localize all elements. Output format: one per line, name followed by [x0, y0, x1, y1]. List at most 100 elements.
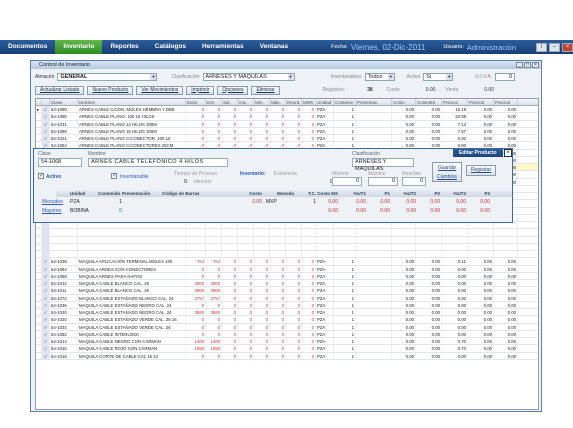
grid-header-cell[interactable]: Reord.: [287, 99, 302, 105]
row-selector[interactable]: [36, 309, 42, 316]
table-row[interactable]: [36, 236, 538, 244]
table-row[interactable]: ✓ 54-1014 MAQUILA CABLE NEGRO CON CARMAN 14…: [36, 338, 538, 346]
menu-herramientas[interactable]: Herramientas: [202, 43, 244, 50]
ver-movimientos-button[interactable]: Ver Movimientos: [136, 85, 184, 95]
minimize-app-icon[interactable]: –: [549, 42, 560, 52]
row-selector[interactable]: [36, 272, 42, 279]
table-row[interactable]: ✓ 54-1084 MAQUILA ARNES CON CONECTORES 0 0 0 0…: [36, 265, 538, 273]
menudeo-moneda[interactable]: MXP: [266, 199, 277, 205]
row-selector[interactable]: [36, 251, 42, 258]
row-selector[interactable]: [36, 338, 42, 345]
row-check-icon[interactable]: ✓: [42, 352, 50, 359]
grid-header-cell[interactable]: MSR: [302, 99, 316, 105]
row-selector[interactable]: [36, 345, 42, 352]
maximo-field[interactable]: 0: [368, 177, 398, 186]
row-check-icon[interactable]: [42, 251, 50, 258]
row-check-icon[interactable]: ✓: [42, 258, 50, 265]
row-selector[interactable]: [36, 222, 42, 229]
row-check-icon[interactable]: ✓: [42, 287, 50, 294]
row-selector[interactable]: [36, 243, 42, 250]
row-selector[interactable]: [36, 127, 42, 134]
grid-header-cell[interactable]: Contiene: [334, 99, 356, 105]
clave-field[interactable]: 54-1068: [38, 158, 82, 167]
nuevo-producto-button[interactable]: Nuevo Producto: [87, 85, 134, 95]
grid-header-cell[interactable]: Costo: [392, 99, 416, 105]
grid-header-cell[interactable]: Nombre: [78, 99, 186, 105]
row-selector[interactable]: [36, 323, 42, 330]
table-row[interactable]: [36, 222, 538, 230]
close-app-icon[interactable]: ×: [562, 42, 573, 52]
grid-header-cell[interactable]: [42, 99, 50, 105]
inventory-grid[interactable]: Clave Nombre Exist. Ent. Sal. Inic. Mín. Máx. Re…: [35, 98, 539, 410]
imprimir-button[interactable]: Imprimir: [186, 85, 215, 95]
row-check-icon[interactable]: ✓: [42, 272, 50, 279]
row-selector[interactable]: [36, 265, 42, 272]
menu-documentos[interactable]: Documentos: [8, 43, 48, 50]
row-selector[interactable]: [36, 236, 42, 243]
row-selector[interactable]: [36, 142, 42, 149]
row-check-icon[interactable]: ✓: [42, 330, 50, 337]
row-selector[interactable]: [36, 287, 42, 294]
table-row[interactable]: ✓ 54-1031 ARNES CABLE PLANO 14 HILOS 300M 0…: [36, 120, 538, 128]
row-selector[interactable]: [36, 280, 42, 287]
table-row[interactable]: ▸ ✓ 54-1080 ARNES CABLE C/CON. MOLEX HEMBRA…: [36, 106, 538, 114]
row-check-icon[interactable]: ✓: [42, 316, 50, 323]
table-row[interactable]: ✓ 54-1036 MAQUILA CABLE ESTAÑADO NEGRO CAL…: [36, 301, 538, 309]
window-close-icon[interactable]: ×: [532, 62, 539, 68]
inventariable-checkbox[interactable]: ✓: [111, 173, 118, 179]
grid-header-cell[interactable]: Presentac.: [356, 99, 392, 105]
row-selector[interactable]: [36, 294, 42, 301]
row-selector[interactable]: [36, 229, 42, 236]
grid-header-cell[interactable]: Sal.: [222, 99, 238, 105]
grid-header-cell[interactable]: Unidad: [316, 99, 334, 105]
table-row[interactable]: ✓ 54-1011 MAQUILA CABLE BLANCO CAL. 26 3900…: [36, 287, 538, 295]
menu-reportes[interactable]: Reportes: [110, 43, 139, 50]
row-check-icon[interactable]: ✓: [42, 309, 50, 316]
row-check-icon[interactable]: ✓: [42, 135, 50, 142]
row-selector[interactable]: [36, 113, 42, 120]
row-check-icon[interactable]: ✓: [42, 142, 50, 149]
menudeo-label[interactable]: Menudeo: [42, 199, 63, 205]
panel-clasificacion-select[interactable]: ARNESES Y MAQUILAS: [352, 158, 414, 172]
grid-header-cell[interactable]: Precio3: [494, 99, 518, 105]
window-minimize-icon[interactable]: _: [516, 62, 523, 68]
table-row[interactable]: ✓ 54-1021 ARNES CABLE PLANO C/CONECTOR. 10…: [36, 135, 538, 143]
table-row[interactable]: [36, 243, 538, 251]
eliminar-button[interactable]: Eliminar: [251, 85, 280, 95]
almacen-select[interactable]: GENERAL ▼: [57, 73, 158, 81]
mayoreo-label[interactable]: Mayoreo: [42, 208, 62, 214]
reorden-field[interactable]: 0: [402, 177, 426, 186]
row-check-icon[interactable]: ✓: [42, 294, 50, 301]
table-row[interactable]: ✓ 54-1088 ARNES CABLE PLANO 16 HILOS 300M 0…: [36, 127, 538, 135]
menu-ventanas[interactable]: Ventanas: [259, 43, 289, 50]
activo-checkbox[interactable]: ✓: [38, 173, 45, 179]
minimo-field[interactable]: 0: [332, 177, 362, 186]
grid-header-cell[interactable]: [36, 99, 42, 105]
table-row[interactable]: ✓ 54-1012 MAQUILA CABLE BLANCO CAL. 26 3900…: [36, 280, 538, 288]
clasificacion-select[interactable]: ARNESES Y MAQUILAS ▼: [202, 73, 295, 81]
mayoreo-unidad[interactable]: BOBINA: [70, 208, 89, 214]
row-selector[interactable]: [36, 301, 42, 308]
row-check-icon[interactable]: ✓: [42, 106, 50, 113]
table-row[interactable]: [36, 251, 538, 259]
row-check-icon[interactable]: [42, 243, 50, 250]
row-check-icon[interactable]: ✓: [42, 113, 50, 120]
row-check-icon[interactable]: ✓: [42, 280, 50, 287]
close-icon[interactable]: ×: [504, 149, 512, 157]
guardar-cambios-button[interactable]: Guardar Cambios: [432, 162, 462, 182]
nombre-field[interactable]: ARNES CABLE TELEFÓNICO 4 HILOS: [88, 158, 228, 167]
grid-header-cell[interactable]: CostoMX: [416, 99, 442, 105]
row-selector[interactable]: [36, 135, 42, 142]
row-check-icon[interactable]: [42, 229, 50, 236]
grid-header-cell[interactable]: Precio1: [442, 99, 468, 105]
table-row[interactable]: ✓ 54-1040 MAQUILA CABLE ESTAÑADO NEGRO CAL…: [36, 309, 538, 317]
table-row[interactable]: ✓ 54-1015 MAQUILA CABLE ROJO CON CARMAN 155…: [36, 345, 538, 353]
grid-header-cell[interactable]: Inic.: [238, 99, 254, 105]
table-row[interactable]: ✓ 54-1016 MAQUILA CORTE DE CABLE CAL 16 24…: [36, 352, 538, 360]
table-row[interactable]: ✓ 54-1085 ARNES CABLE PLANO. 100 15 HILOS 0…: [36, 113, 538, 121]
grid-header-cell[interactable]: Máx.: [270, 99, 286, 105]
table-row[interactable]: ✓ 54-1086 MAQUILA ARNES PARA NAFOS 0 0 0 0 0 0 0 0…: [36, 272, 538, 280]
menudeo-unidad[interactable]: PZA: [70, 199, 80, 205]
grid-header-cell[interactable]: Exist.: [186, 99, 206, 105]
row-check-icon[interactable]: ✓: [42, 265, 50, 272]
